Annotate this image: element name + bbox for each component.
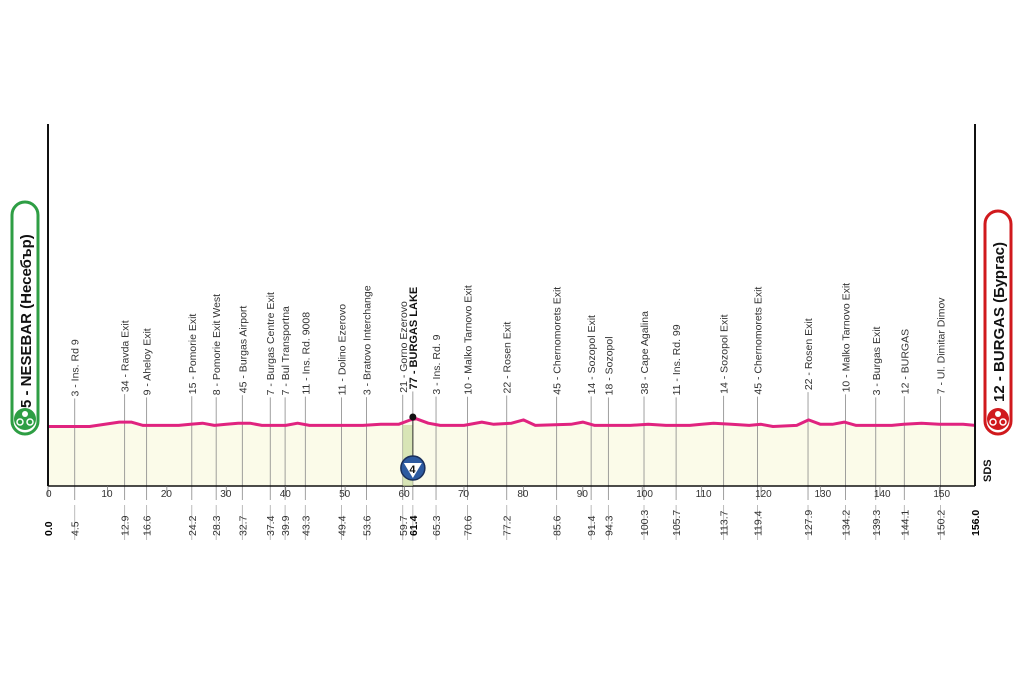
x-tick-label: 60	[399, 489, 411, 500]
waypoint-label: 7 - Burgas Centre Exit	[265, 292, 277, 395]
x-tick-label: 150	[933, 489, 950, 500]
waypoint-km: 32.7	[237, 515, 249, 536]
waypoint-km: 91.4	[586, 515, 598, 536]
waypoint-km: 37.4	[265, 515, 277, 536]
waypoint-labels: 3 - Ins. Rd 9 34 - Ravda Exit 9 - Aheloy E…	[70, 283, 948, 397]
x-tick-label: 110	[696, 489, 712, 500]
waypoint-km: 119.4	[753, 510, 765, 536]
svg-text:4: 4	[409, 464, 416, 476]
waypoint-label: 12 - BURGAS	[899, 329, 911, 394]
waypoint-label: 34 - Ravda Exit	[120, 320, 132, 392]
waypoint-label: 14 - Sozopol Exit	[719, 314, 731, 393]
waypoint-label: 10 - Malko Tarnovo Exit	[463, 285, 475, 395]
x-tick-label: 80	[517, 489, 529, 500]
waypoint-label: 38 - Cape Agalina	[639, 311, 651, 395]
waypoint-label: 14 - Sozopol Exit	[586, 315, 598, 394]
waypoint-km: 0.0	[43, 521, 55, 536]
waypoint-km: 70.6	[463, 515, 475, 536]
waypoint-label: 11 - Ins. Rd. 99	[671, 324, 683, 395]
waypoint-km: 100.3	[639, 510, 651, 536]
x-tick-label: 100	[636, 489, 653, 500]
waypoint-km: 53.6	[362, 515, 374, 536]
waypoint-km: 43.3	[300, 515, 312, 536]
waypoint-km: 127.9	[803, 510, 815, 536]
waypoint-km: 59.7	[398, 515, 410, 536]
start-label: 5 - NESEBAR (Несебър)	[18, 234, 35, 408]
waypoint-km: 113.7	[719, 510, 731, 536]
x-tick-label: 90	[577, 489, 589, 500]
x-axis-ticks: 0 10 20 30 40 50 60 70 80 90 100 110 120 130 140 150	[46, 486, 950, 500]
x-tick-label: 130	[815, 489, 832, 500]
waypoint-label: 9 - Aheloy Exit	[142, 328, 154, 395]
waypoint-km: 144.1	[899, 510, 911, 536]
waypoint-label: 45 - Chernomorets Exit	[552, 287, 564, 395]
waypoint-km: 28.3	[211, 515, 223, 536]
waypoint-km: 134.2	[840, 510, 852, 536]
x-tick-label: 140	[874, 489, 891, 500]
waypoint-label: 45 - Burgas Airport	[237, 306, 249, 394]
waypoint-km: 156.0	[970, 510, 982, 536]
finish-badge: 12 - BURGAS (Бургас)	[983, 209, 1013, 436]
x-tick-label: 30	[220, 489, 232, 500]
elevation-profile-line	[48, 417, 976, 428]
waypoint-km: 24.2	[187, 515, 199, 536]
waypoint-label: 7 - Ul. Dimitar Dimov	[936, 297, 948, 395]
waypoint-km: 65.3	[431, 515, 443, 536]
waypoint-km: 77.2	[502, 515, 514, 536]
x-tick-label: 10	[101, 489, 113, 500]
waypoint-km: 39.9	[280, 515, 292, 536]
x-tick-label: 0	[46, 489, 52, 500]
x-tick-label: 40	[280, 489, 292, 500]
intermediate-sprint-marker: 4	[400, 413, 426, 486]
waypoint-km: 4.5	[70, 521, 82, 536]
waypoint-label: 3 - Ins. Rd 9	[70, 339, 82, 396]
finish-label: 12 - BURGAS (Бургас)	[991, 242, 1008, 402]
sds-credit: SDS	[982, 459, 994, 482]
x-tick-label: 120	[755, 489, 772, 500]
waypoint-km: 94.3	[603, 515, 615, 536]
waypoint-km: 49.4	[337, 515, 349, 536]
waypoint-label: 8 - Pomorie Exit West	[211, 294, 223, 395]
waypoint-label: 11 - Ins. Rd. 9008	[300, 312, 312, 395]
x-tick-label: 20	[161, 489, 173, 500]
waypoint-km: 85.6	[552, 515, 564, 536]
x-tick-label: 50	[339, 489, 351, 500]
start-badge: 5 - NESEBAR (Несебър)	[10, 200, 40, 436]
waypoint-label: 3 - Ins. Rd. 9	[431, 334, 443, 394]
waypoint-km: 61.4	[408, 515, 420, 536]
waypoint-label: 3 - Bratovo Interchange	[362, 285, 374, 395]
waypoint-km: 105.7	[671, 510, 683, 536]
waypoint-label: 11 - Dolino Ezerovo	[337, 304, 349, 396]
waypoint-km: 16.6	[142, 515, 154, 536]
waypoint-label: 77 - BURGAS LAKE	[408, 287, 420, 390]
waypoint-label: 3 - Burgas Exit	[871, 326, 883, 395]
km-labels: 0.0 4.5 12.9 16.6 24.2 28.3 32.7 37.4 39.9 43.3 49…	[43, 510, 982, 536]
waypoint-km: 150.2	[936, 510, 948, 536]
waypoint-label: 22 - Rosen Exit	[502, 322, 514, 394]
waypoint-label: 22 - Rosen Exit	[803, 318, 815, 390]
waypoint-label: 10 - Malko Tarnovo Exit	[840, 283, 852, 393]
waypoint-label: 21 - Gorno Ezerovo	[398, 301, 410, 393]
profile-fill	[48, 418, 975, 486]
waypoint-label: 7 - Bul Transportna	[280, 306, 292, 395]
waypoint-label: 18 - Sozopol	[603, 336, 615, 395]
waypoint-lines	[74, 391, 941, 540]
waypoint-km: 12.9	[120, 515, 132, 536]
waypoint-km: 139.3	[871, 510, 883, 536]
x-tick-label: 70	[458, 489, 470, 500]
waypoint-label: 15 - Pomorie Exit	[187, 314, 199, 395]
waypoint-label: 45 - Chernomorets Exit	[753, 287, 765, 395]
